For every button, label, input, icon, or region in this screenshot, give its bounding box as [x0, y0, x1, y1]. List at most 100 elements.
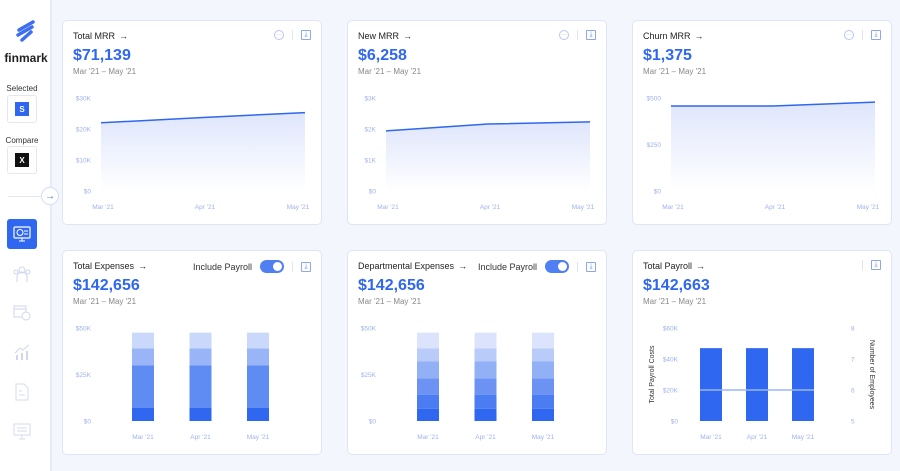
- y-axis-label: Total Payroll Costs: [649, 345, 656, 403]
- bar: [792, 348, 814, 421]
- action-divider: [292, 30, 293, 40]
- x-tick-label: Mar '21: [700, 434, 722, 441]
- card-value: $1,375: [643, 47, 692, 64]
- y-tick-label: $2K: [364, 127, 376, 134]
- expand-sidebar-button[interactable]: →: [41, 187, 59, 205]
- x-tick-label: May '21: [247, 434, 270, 441]
- download-icon[interactable]: ⤓: [301, 261, 311, 272]
- card-title-link[interactable]: Departmental Expenses →: [358, 261, 467, 271]
- churn-mrr-chart: $0 $250 $500 Mar '21 Apr '21 May '21: [647, 96, 880, 212]
- people-icon: [13, 266, 31, 282]
- arrow-right-icon: →: [458, 261, 468, 271]
- y2-tick-label: 7: [851, 357, 855, 364]
- more-options-icon[interactable]: ···: [844, 30, 854, 40]
- y-tick-label: $50K: [361, 326, 377, 333]
- y-tick-label: $25K: [361, 372, 377, 379]
- arrow-right-icon: →: [694, 31, 704, 41]
- include-payroll-toggle[interactable]: [260, 260, 284, 273]
- download-icon[interactable]: ⤓: [586, 261, 596, 272]
- arrow-right-icon: →: [45, 190, 55, 202]
- arrow-right-icon: →: [138, 261, 148, 271]
- card-title-link[interactable]: Total Payroll →: [643, 261, 705, 271]
- brand-name: finmark: [4, 51, 48, 65]
- y-tick-label: $0: [84, 189, 92, 196]
- bar-segment: [417, 394, 439, 409]
- bar-segment: [247, 365, 269, 408]
- download-icon[interactable]: ⤓: [871, 30, 881, 40]
- bar-segment: [532, 394, 554, 409]
- x-tick-label: May '21: [792, 434, 815, 441]
- bar-segment: [532, 408, 554, 421]
- nav-dashboard[interactable]: [7, 219, 37, 249]
- include-payroll-label: Include Payroll: [477, 261, 537, 272]
- card-actions: Include Payroll ⤓: [193, 260, 311, 273]
- y-tick-label: $0: [654, 189, 662, 196]
- series-line: [671, 101, 876, 107]
- bar-segment: [474, 361, 497, 379]
- download-icon[interactable]: ⤓: [871, 260, 881, 270]
- bar-segment: [417, 361, 439, 379]
- compare-scenario-button[interactable]: X: [7, 146, 37, 174]
- departmental-expenses-card: Departmental Expenses → Include Payroll ⤓ …: [347, 250, 607, 455]
- x-tick-label: Apr '21: [475, 434, 496, 441]
- card-actions: ··· ⤓: [844, 30, 881, 40]
- x-tick-label: May '21: [532, 434, 555, 441]
- total-expenses-chart: $0 $25K $50K Mar '21 Apr '21 May '21: [76, 326, 270, 442]
- new-mrr-chart: $0 $1K $2K $3K Mar '21 Apr '21 May '21: [364, 96, 594, 212]
- y-tick-label: $1K: [364, 158, 376, 165]
- arrow-right-icon: →: [119, 31, 129, 41]
- bar-segment: [189, 365, 212, 408]
- bar-segment: [189, 332, 212, 349]
- action-divider: [862, 30, 863, 40]
- y-tick-label: $3K: [364, 96, 376, 103]
- x-tick-label: Mar '21: [417, 434, 439, 441]
- y-tick-label: $20K: [76, 127, 92, 134]
- bar-segment: [132, 407, 154, 421]
- card-title: Total MRR: [73, 31, 116, 41]
- card-value: $6,258: [358, 47, 407, 64]
- y-tick-label: $30K: [76, 96, 92, 103]
- card-title-link[interactable]: Churn MRR →: [643, 31, 704, 41]
- bar-segment: [247, 332, 269, 349]
- bar: [700, 348, 722, 421]
- card-title-link[interactable]: Total Expenses →: [73, 261, 147, 271]
- nav-cash-calendar[interactable]: [7, 297, 37, 327]
- download-icon[interactable]: ⤓: [301, 30, 311, 40]
- card-actions: Include Payroll ⤓: [478, 260, 596, 273]
- document-dollar-icon: [15, 383, 29, 401]
- bar-segment: [417, 378, 439, 395]
- more-options-icon[interactable]: ···: [274, 30, 284, 40]
- settings-monitor-icon: [13, 423, 31, 440]
- finmark-logo[interactable]: finmark: [4, 20, 48, 65]
- total-mrr-chart: $0 $10K $20K $30K Mar '21 Apr '21 May '21: [76, 96, 310, 212]
- card-actions: ⤓: [862, 260, 881, 270]
- download-icon[interactable]: ⤓: [586, 30, 596, 40]
- bar-segment: [132, 348, 154, 366]
- nav-people[interactable]: [7, 259, 37, 289]
- y2-tick-label: 5: [851, 419, 855, 426]
- series-line: [385, 121, 591, 132]
- selected-scenario-button[interactable]: S: [7, 95, 37, 123]
- arrow-right-icon: →: [696, 261, 706, 271]
- card-title-link[interactable]: Total MRR →: [73, 31, 128, 41]
- x-tick-label: May '21: [857, 204, 880, 211]
- dashboard-monitor-icon: [13, 226, 31, 242]
- card-date-range: Mar '21 – May '21: [643, 297, 707, 306]
- bar-segment: [474, 378, 497, 395]
- nav-settings[interactable]: [7, 417, 37, 447]
- card-title: Churn MRR: [643, 31, 691, 41]
- card-title: Total Expenses: [73, 261, 135, 271]
- bar-segment: [532, 378, 554, 395]
- total-mrr-card: Total MRR → ··· ⤓ $71,139 Mar '21 – May '2…: [62, 20, 322, 225]
- x-tick-label: Mar '21: [662, 204, 684, 211]
- bar-segment: [417, 408, 439, 421]
- x-tick-label: Apr '21: [190, 434, 211, 441]
- growth-chart-icon: [14, 344, 30, 360]
- card-title-link[interactable]: New MRR →: [358, 31, 412, 41]
- bar-segment: [532, 348, 554, 362]
- more-options-icon[interactable]: ···: [559, 30, 569, 40]
- include-payroll-toggle[interactable]: [545, 260, 569, 273]
- nav-reports[interactable]: [7, 377, 37, 407]
- nav-growth[interactable]: [7, 337, 37, 367]
- y-tick-label: $0: [369, 189, 377, 196]
